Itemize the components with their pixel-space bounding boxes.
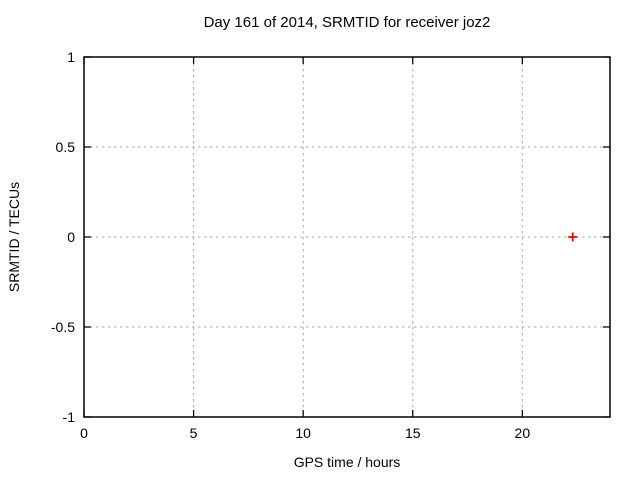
y-tick-label: 1	[67, 49, 75, 65]
x-tick-label: 5	[190, 425, 198, 441]
x-tick-label: 15	[405, 425, 421, 441]
x-axis-title: GPS time / hours	[293, 454, 401, 470]
y-tick-label: -1	[63, 409, 76, 425]
x-tick-label: 0	[80, 425, 88, 441]
x-tick-label: 10	[295, 425, 311, 441]
chart-title: Day 161 of 2014, SRMTID for receiver joz…	[203, 14, 491, 31]
y-tick-label: 0	[67, 229, 75, 245]
x-tick-label: 20	[515, 425, 531, 441]
y-tick-label: -0.5	[51, 319, 75, 335]
y-tick-label: 0.5	[56, 139, 76, 155]
